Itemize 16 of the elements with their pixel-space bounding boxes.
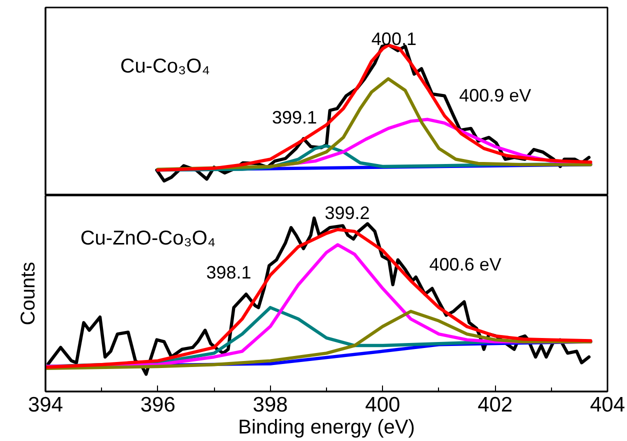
y-axis-title: Counts	[18, 262, 40, 326]
x-tick-label: 402	[478, 394, 513, 416]
annotation: Cu-Co₃O₄	[120, 56, 210, 78]
annotation: Cu-ZnO-Co₃O₄	[80, 228, 216, 250]
x-tick-label: 398	[252, 394, 288, 416]
annotation: 400.1	[371, 29, 416, 50]
annotation: 399.1	[272, 107, 317, 128]
x-tick-label: 394	[28, 394, 64, 416]
x-tick-label: 396	[140, 394, 176, 416]
x-tick-label: 400	[365, 394, 400, 416]
annotation: 398.1	[206, 262, 252, 283]
annotation: 399.2	[324, 203, 370, 224]
annotation: 400.9 eV	[459, 85, 532, 106]
x-axis-title: Binding energy (eV)	[238, 416, 415, 438]
x-tick-label: 404	[590, 394, 626, 416]
annotation: 400.6 eV	[429, 254, 502, 274]
